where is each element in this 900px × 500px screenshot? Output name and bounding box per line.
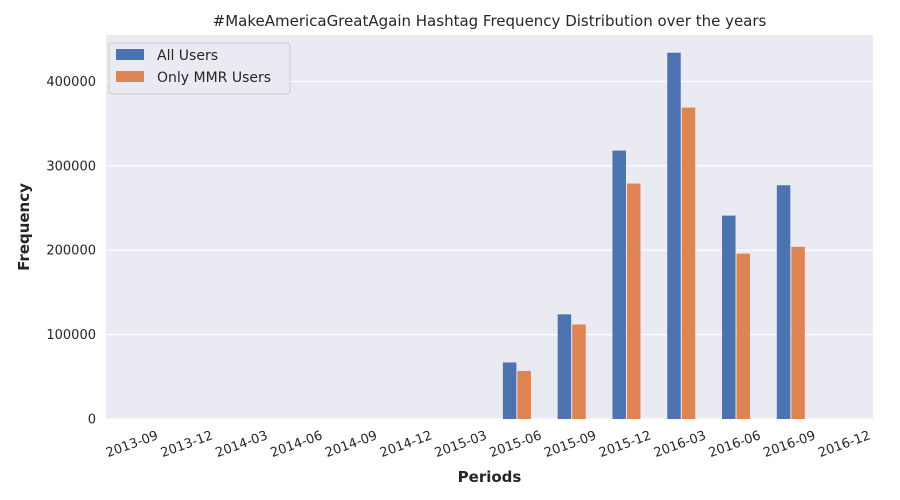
x-tick-label: 2014-09 (323, 428, 379, 461)
x-tick-label: 2014-03 (214, 428, 270, 461)
chart-title: #MakeAmericaGreatAgain Hashtag Frequency… (213, 12, 767, 30)
x-axis: 2013-092013-122014-032014-062014-092014-… (104, 428, 872, 461)
y-axis: 0 100000 200000 300000 400000 (46, 75, 96, 428)
x-tick-label: 2013-12 (159, 428, 215, 461)
legend: All Users Only MMR Users (108, 42, 291, 95)
x-tick-label: 2015-12 (597, 428, 653, 461)
x-tick-label: 2016-09 (762, 428, 818, 461)
y-tick-label: 400000 (46, 75, 96, 90)
x-tick-label: 2014-06 (268, 428, 324, 461)
x-tick-label: 2015-09 (542, 428, 598, 461)
bar (667, 52, 681, 419)
x-tick-label: 2013-09 (104, 428, 160, 461)
y-tick-label: 300000 (46, 159, 96, 174)
x-axis-label: Periods (458, 468, 522, 486)
y-tick-label: 200000 (46, 244, 96, 259)
bars (502, 52, 805, 419)
x-tick-label: 2016-12 (816, 428, 872, 461)
x-tick-label: 2016-06 (707, 428, 763, 461)
bar (517, 370, 531, 419)
bar (722, 215, 736, 419)
y-tick-label: 0 (88, 413, 96, 428)
bar (736, 253, 751, 419)
legend-box (108, 42, 291, 95)
x-tick-label: 2014-12 (378, 428, 434, 461)
legend-swatch (116, 71, 144, 82)
bar (612, 150, 626, 419)
x-tick-label: 2016-03 (652, 428, 708, 461)
y-axis-label: Frequency (15, 183, 33, 271)
x-tick-label: 2015-03 (433, 428, 489, 461)
x-tick-label: 2015-06 (488, 428, 544, 461)
bar (791, 246, 805, 419)
legend-label: All Users (157, 48, 218, 64)
bar (502, 362, 517, 419)
bar (626, 183, 641, 419)
bar (557, 314, 572, 419)
bar (776, 185, 791, 419)
bar (681, 107, 696, 419)
legend-swatch (116, 49, 144, 60)
bar (572, 324, 586, 419)
legend-label: Only MMR Users (157, 70, 271, 86)
y-tick-label: 100000 (46, 328, 96, 343)
